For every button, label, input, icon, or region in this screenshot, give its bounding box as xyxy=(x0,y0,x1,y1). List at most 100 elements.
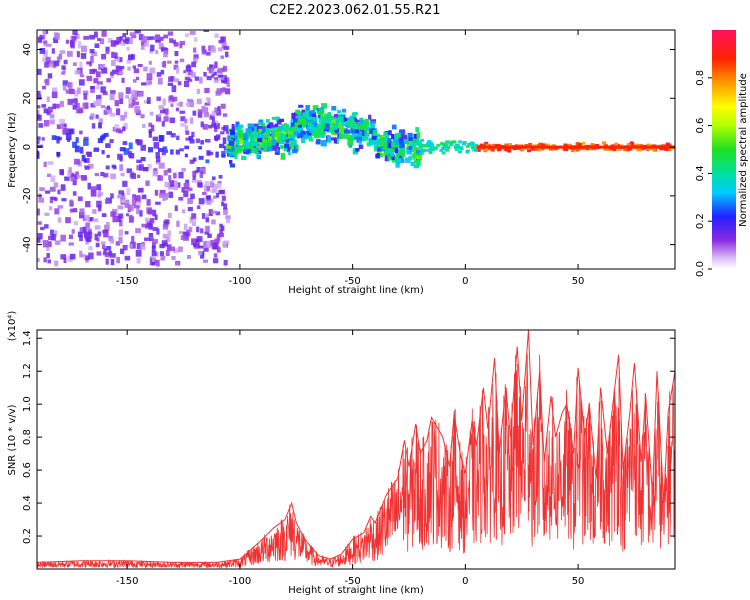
spectrogram-cell xyxy=(400,134,407,140)
spectrogram-cell xyxy=(277,130,282,137)
spectrogram-cell xyxy=(118,190,125,195)
spectrogram-cell xyxy=(216,88,223,95)
spectrogram-cell xyxy=(133,68,140,74)
spectrogram-cell xyxy=(160,47,167,51)
colorbar-tick-label: 0.4 xyxy=(695,165,706,181)
spectrogram-cell xyxy=(182,231,186,237)
spectrogram-cell xyxy=(66,50,73,57)
spectrogram-cell xyxy=(211,73,215,78)
spectrogram-cell xyxy=(75,137,79,143)
spectrogram-cell xyxy=(42,240,49,248)
spectrogram-cell xyxy=(140,244,146,250)
spectrogram-cell xyxy=(76,109,83,114)
spectrogram-cell xyxy=(323,120,329,126)
spectrogram-cell xyxy=(39,48,45,54)
spectrogram-cell xyxy=(183,182,190,189)
spectrogram-cell xyxy=(195,138,201,143)
spectrogram-cell xyxy=(60,184,66,191)
spectrogram-cell xyxy=(122,141,128,145)
spectrogram-cell xyxy=(69,208,74,213)
spectrogram-cell xyxy=(193,54,199,59)
spectrogram-cell xyxy=(331,106,337,111)
spectrogram-cell xyxy=(628,147,633,151)
spectrogram-cell xyxy=(381,137,388,142)
spectrogram-cell xyxy=(146,199,151,206)
spectrogram-cell xyxy=(163,50,168,58)
spectrogram-cell xyxy=(134,105,140,113)
spectrogram-cell xyxy=(146,73,153,81)
spectrogram-cell xyxy=(243,147,248,152)
spectrogram-cell xyxy=(74,33,80,39)
spectrogram-cell xyxy=(313,126,318,133)
spectrogram-cell xyxy=(46,246,50,251)
spectrogram-cell xyxy=(97,231,102,237)
spectrogram-cell xyxy=(148,131,152,138)
spectrogram-cell xyxy=(128,97,132,104)
spectrogram-cell xyxy=(100,241,106,245)
spectrogram-cell xyxy=(192,157,197,162)
spectrogram-cell xyxy=(162,146,168,150)
spectrogram-cell xyxy=(271,139,276,145)
spectrogram-cell xyxy=(202,123,208,130)
spectrogram-cell xyxy=(287,151,291,155)
spectrogram-cell xyxy=(214,61,218,69)
spectrogram-cell xyxy=(256,151,260,159)
spectrogram-cell xyxy=(191,72,196,78)
spectrogram-cell xyxy=(82,226,87,234)
spectrogram-cell xyxy=(358,140,362,145)
spectrogram-cell xyxy=(172,39,176,44)
snr-y-tick-label: 1.4 xyxy=(22,330,33,346)
spectrogram-cell xyxy=(86,75,93,81)
spectrogram-cell xyxy=(263,146,270,152)
spectrogram-cell xyxy=(122,39,129,45)
spectrogram-cell xyxy=(284,143,290,149)
spectrogram-cell xyxy=(219,228,223,234)
spectrogram-cell xyxy=(204,198,209,204)
spectrogram-cell xyxy=(43,257,47,263)
spectrogram-cell xyxy=(145,217,150,223)
spectrogram-cell xyxy=(312,112,317,118)
spectrogram-cell xyxy=(221,195,226,201)
spectrogram-cell xyxy=(65,39,70,44)
spectrogram-cell xyxy=(53,182,59,188)
spectrogram-cell xyxy=(647,143,652,147)
spectrogram-cell xyxy=(280,152,286,160)
spectrogram-cell xyxy=(210,198,214,203)
spectrogram-cell xyxy=(65,89,70,94)
spectrogram-cell xyxy=(122,245,128,251)
spectrogram-cell xyxy=(159,189,166,196)
spectrogram-cell xyxy=(174,60,179,64)
spectrogram-cell xyxy=(77,87,81,95)
spectrogram-cell xyxy=(159,36,164,41)
spectrogram-cell xyxy=(366,142,372,147)
spectrogram-cell xyxy=(570,149,575,153)
spectrogram-cell xyxy=(106,105,111,110)
spectrogram-cell xyxy=(161,150,166,156)
spectrogram-cell xyxy=(38,123,44,128)
spectrogram-cell xyxy=(170,149,174,155)
spectrogram-cell xyxy=(352,122,357,130)
spectrogram-cell xyxy=(406,137,413,141)
spectrogram-cell xyxy=(399,159,405,163)
spectrogram-cell xyxy=(640,147,645,151)
spectrogram-cell xyxy=(395,132,401,138)
spectrogram-cell xyxy=(204,231,210,235)
spectrogram-cell xyxy=(415,155,421,159)
spectrogram-cell xyxy=(496,143,501,147)
spectrogram-cell xyxy=(140,114,145,119)
spectrogram-cell xyxy=(211,117,215,123)
spectrogram-cell xyxy=(90,103,96,108)
spectrogram-cell xyxy=(223,146,228,151)
spectrogram-cell xyxy=(158,43,164,49)
snr-x-tick-label: -150 xyxy=(116,576,139,587)
spectrogram-cell xyxy=(181,167,186,172)
spectrogram-cell xyxy=(100,171,105,177)
spectrogram-cell xyxy=(406,148,410,154)
spectrogram-cell xyxy=(192,110,197,116)
spectrogram-cell xyxy=(345,117,350,125)
spectrogram-cell xyxy=(406,144,411,148)
spectrogram-cell xyxy=(143,100,150,104)
spectrogram-cell xyxy=(462,140,467,144)
spectrogram-cell xyxy=(408,156,413,161)
spectrogram-cell xyxy=(396,155,402,159)
